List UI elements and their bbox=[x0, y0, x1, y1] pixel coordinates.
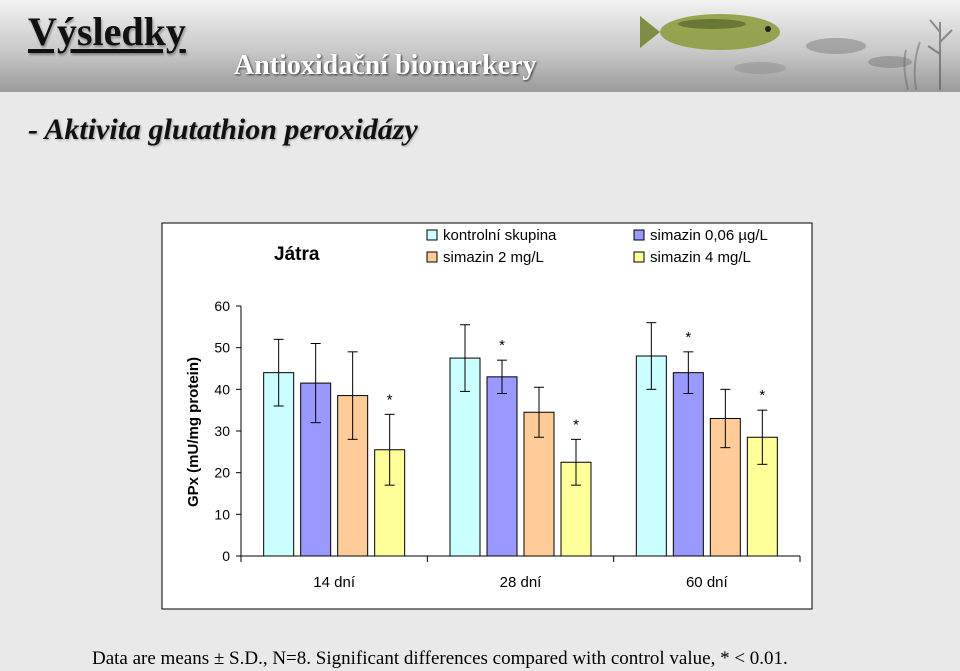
y-axis-label: GPx (mU/mg protein) bbox=[185, 357, 202, 507]
chart-title: Játra bbox=[274, 244, 320, 265]
x-tick-label: 28 dní bbox=[500, 574, 543, 591]
x-tick-label: 60 dní bbox=[686, 574, 729, 591]
chart-axes: 0 10 20 30 40 50 60 14 dní 28 dní 60 dní bbox=[214, 298, 801, 591]
significance-asterisk: * bbox=[685, 329, 691, 346]
header-band bbox=[0, 0, 960, 92]
chart-significance-markers: * * * * * bbox=[387, 329, 766, 434]
y-tick-label: 0 bbox=[222, 548, 230, 564]
bar bbox=[486, 376, 518, 557]
fish-illustration bbox=[640, 14, 953, 90]
legend-label: simazin 0,06 µg/L bbox=[650, 227, 768, 244]
chart-bars bbox=[263, 355, 778, 557]
legend-label: simazin 4 mg/L bbox=[650, 249, 751, 266]
slide-subtitle: Antioxidační biomarkery bbox=[234, 50, 537, 81]
legend-swatch bbox=[633, 229, 645, 241]
y-tick-label: 10 bbox=[214, 506, 230, 522]
x-tick-label: 14 dní bbox=[313, 574, 356, 591]
legend-label: kontrolní skupina bbox=[443, 227, 557, 244]
data-footnote: Data are means ± S.D., N=8. Significant … bbox=[92, 648, 788, 669]
legend-swatch bbox=[426, 251, 438, 263]
legend-swatch bbox=[426, 229, 438, 241]
y-tick-label: 40 bbox=[214, 381, 230, 397]
significance-asterisk: * bbox=[387, 391, 393, 408]
chart-error-bars bbox=[273, 322, 768, 486]
significance-asterisk: * bbox=[759, 387, 765, 404]
significance-asterisk: * bbox=[499, 337, 505, 354]
legend-swatch bbox=[633, 251, 645, 263]
y-tick-label: 20 bbox=[214, 465, 230, 481]
y-tick-label: 60 bbox=[214, 298, 230, 314]
y-tick-label: 50 bbox=[214, 340, 230, 356]
significance-asterisk: * bbox=[573, 416, 579, 433]
y-tick-label: 30 bbox=[214, 423, 230, 439]
legend-label: simazin 2 mg/L bbox=[443, 249, 544, 266]
slide-title: Výsledky bbox=[28, 9, 186, 54]
bar bbox=[672, 372, 704, 557]
section-heading: - Aktivita glutathion peroxidázy bbox=[28, 113, 418, 146]
chart-legend: kontrolní skupina simazin 0,06 µg/L simazi… bbox=[426, 227, 768, 266]
